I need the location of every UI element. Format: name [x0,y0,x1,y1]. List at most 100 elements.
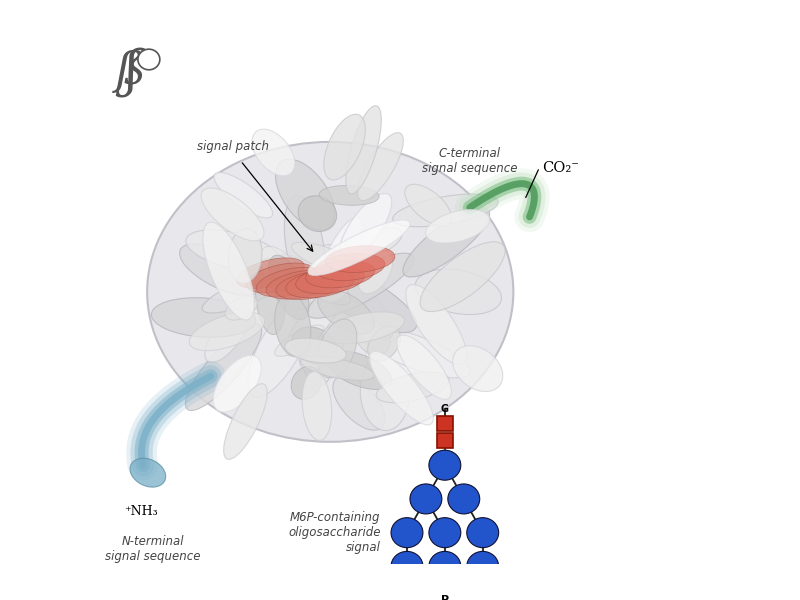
Ellipse shape [376,372,449,403]
Ellipse shape [214,355,262,412]
Ellipse shape [308,220,410,275]
Ellipse shape [296,266,365,294]
Ellipse shape [201,188,264,241]
Text: P: P [441,595,449,600]
Ellipse shape [291,367,322,400]
Text: ⁺NH₃: ⁺NH₃ [124,505,158,518]
Circle shape [410,484,442,514]
FancyBboxPatch shape [437,433,453,448]
Ellipse shape [214,172,273,218]
Ellipse shape [393,194,498,227]
Ellipse shape [291,242,367,277]
Ellipse shape [323,312,404,344]
Ellipse shape [255,258,286,335]
Ellipse shape [366,332,415,385]
Ellipse shape [224,383,267,460]
Ellipse shape [225,296,258,320]
Ellipse shape [274,325,324,356]
FancyBboxPatch shape [437,416,453,431]
Circle shape [391,518,423,548]
Circle shape [429,585,461,600]
Circle shape [429,551,461,581]
Ellipse shape [298,308,334,386]
Circle shape [429,518,461,548]
Ellipse shape [276,255,350,305]
Ellipse shape [420,242,505,311]
Ellipse shape [360,354,410,431]
Ellipse shape [286,286,343,356]
Ellipse shape [333,376,385,430]
Text: CO₂⁻: CO₂⁻ [542,161,579,175]
Ellipse shape [306,260,375,288]
Ellipse shape [315,254,385,281]
Ellipse shape [276,271,345,299]
Text: M6P-containing
oligosaccharide
signal: M6P-containing oligosaccharide signal [288,511,381,554]
Ellipse shape [266,270,334,299]
Ellipse shape [362,327,470,378]
Ellipse shape [186,324,262,410]
Ellipse shape [368,326,401,361]
Text: C-terminal
signal sequence: C-terminal signal sequence [422,146,518,175]
Ellipse shape [147,142,514,442]
Circle shape [466,551,498,581]
Circle shape [466,518,498,548]
Ellipse shape [326,351,392,389]
Ellipse shape [299,282,362,372]
Ellipse shape [318,319,357,378]
Ellipse shape [319,185,379,205]
Ellipse shape [324,114,366,180]
Ellipse shape [205,310,248,362]
Ellipse shape [189,312,265,350]
Ellipse shape [274,294,311,357]
Ellipse shape [269,255,309,320]
Ellipse shape [355,320,390,355]
Ellipse shape [203,222,254,320]
Ellipse shape [260,247,310,309]
Ellipse shape [370,352,434,425]
Ellipse shape [358,133,403,200]
Ellipse shape [345,228,402,260]
Ellipse shape [252,129,295,176]
Ellipse shape [332,272,393,340]
Ellipse shape [326,245,395,272]
Ellipse shape [256,268,325,297]
Ellipse shape [426,209,490,243]
Ellipse shape [179,244,261,295]
Text: G: G [441,404,449,413]
Ellipse shape [130,458,166,487]
Ellipse shape [186,230,280,271]
Ellipse shape [403,208,490,277]
Ellipse shape [248,298,313,397]
Ellipse shape [228,229,262,283]
Ellipse shape [304,263,417,333]
Ellipse shape [301,357,374,380]
Circle shape [391,551,423,581]
Ellipse shape [151,298,256,337]
Ellipse shape [286,270,354,298]
Text: signal patch: signal patch [197,140,269,153]
Text: N-terminal
signal sequence: N-terminal signal sequence [105,535,201,563]
Ellipse shape [246,263,314,293]
Ellipse shape [275,159,335,230]
Ellipse shape [415,269,502,314]
Circle shape [448,484,480,514]
Ellipse shape [406,284,466,365]
Ellipse shape [358,251,393,293]
Text: ß: ß [116,50,146,93]
Ellipse shape [346,106,382,194]
Ellipse shape [202,271,292,313]
Ellipse shape [292,327,337,364]
Ellipse shape [285,338,346,363]
Text: ʃ: ʃ [124,47,138,97]
Circle shape [429,450,461,480]
Ellipse shape [318,290,374,334]
Ellipse shape [302,371,332,440]
Ellipse shape [298,196,337,232]
Ellipse shape [453,346,503,392]
Ellipse shape [405,184,451,226]
Circle shape [138,49,160,70]
Ellipse shape [284,196,325,293]
Ellipse shape [317,217,362,296]
Ellipse shape [339,193,392,260]
Ellipse shape [237,258,304,289]
